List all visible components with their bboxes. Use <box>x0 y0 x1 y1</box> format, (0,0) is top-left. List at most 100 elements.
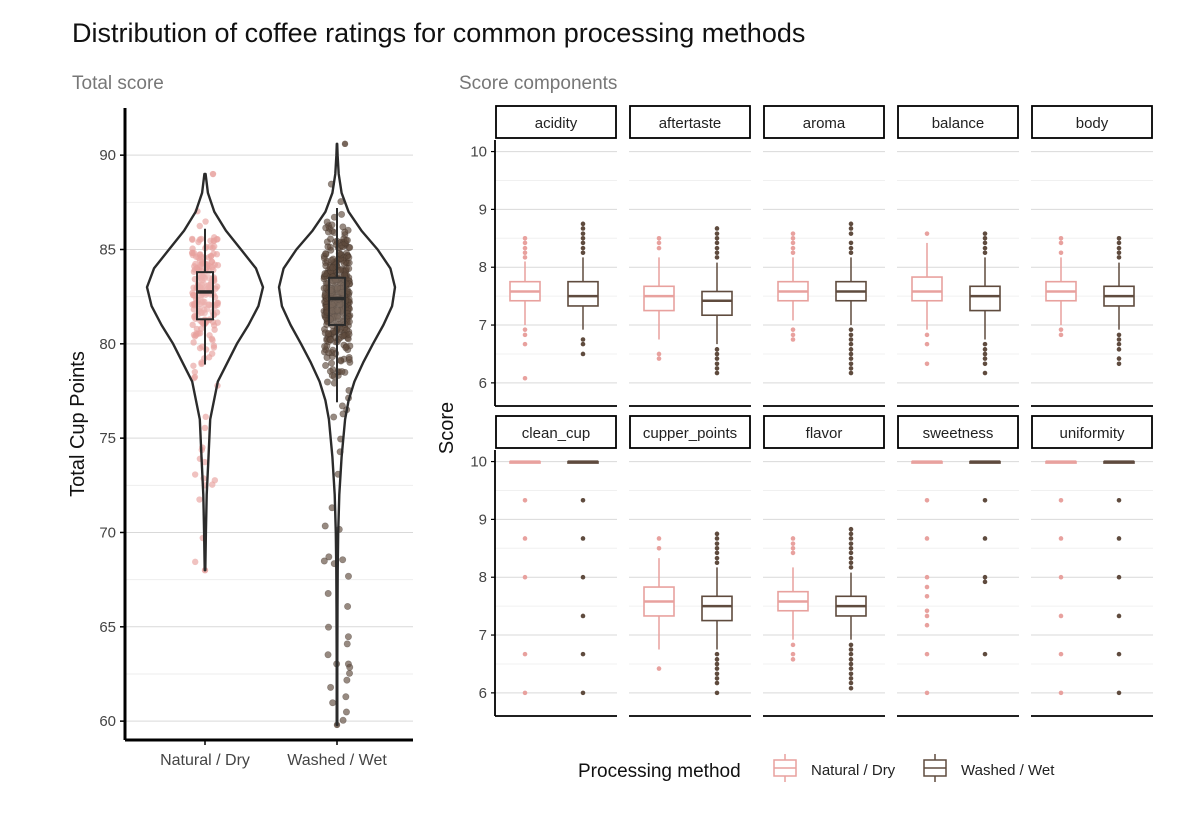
outlier-point <box>848 351 854 357</box>
outlier-point <box>848 651 854 657</box>
outlier-point <box>790 536 796 541</box>
outlier-point <box>790 245 796 251</box>
data-point <box>321 522 329 530</box>
facet-aroma: aroma <box>763 105 885 407</box>
outlier-point <box>982 240 988 246</box>
data-point <box>344 602 352 610</box>
outlier-point <box>1116 613 1122 619</box>
outlier-point <box>1058 690 1064 696</box>
y-tick-label: 9 <box>479 511 487 528</box>
y-tick-label: 60 <box>99 713 116 730</box>
outlier-point <box>580 240 586 246</box>
outlier-point <box>848 250 854 256</box>
data-point <box>343 640 351 648</box>
data-point <box>324 589 332 597</box>
outlier-point <box>580 245 586 251</box>
facet-label: aroma <box>803 115 846 132</box>
outlier-point <box>714 690 720 696</box>
outlier-point <box>714 356 720 361</box>
facet-strip <box>1031 105 1153 139</box>
box-iqr <box>328 276 346 326</box>
data-point <box>322 250 330 258</box>
y-tick-label: 65 <box>99 619 116 636</box>
facet-label: body <box>1076 115 1109 132</box>
data-point <box>346 669 354 677</box>
facet-label: uniformity <box>1059 425 1125 442</box>
outlier-point <box>714 657 720 662</box>
box-iqr <box>911 276 943 302</box>
outlier-point <box>790 231 796 236</box>
y-tick-label: 80 <box>99 336 116 353</box>
data-point <box>210 243 218 250</box>
box-iqr <box>969 285 1001 312</box>
outlier-point <box>714 536 720 541</box>
outlier-point <box>848 356 854 361</box>
data-point <box>330 413 338 421</box>
outlier-point <box>924 584 930 590</box>
outlier-point <box>1058 240 1064 246</box>
box-iqr <box>701 290 733 317</box>
outlier-point <box>848 555 854 561</box>
y-tick-label: 10 <box>470 144 487 161</box>
facet-strip <box>763 105 885 139</box>
facet-label: flavor <box>806 425 843 442</box>
outlier-point <box>790 657 796 662</box>
outlier-point <box>790 651 796 657</box>
outlier-point <box>522 236 528 241</box>
boxplot-washed <box>567 460 599 696</box>
outlier-point <box>848 536 854 541</box>
outlier-point <box>714 661 720 667</box>
outlier-point <box>848 240 854 246</box>
outlier-point <box>790 240 796 246</box>
outlier-point <box>982 245 988 251</box>
outlier-point <box>790 546 796 551</box>
data-point <box>189 236 196 243</box>
violin-washed <box>277 142 397 727</box>
data-point <box>333 284 341 292</box>
box-iqr <box>643 285 675 312</box>
boxplot-natural <box>777 231 809 342</box>
outlier-point <box>1058 236 1064 241</box>
outlier-point <box>924 613 930 619</box>
data-point <box>323 354 331 362</box>
outlier-point <box>580 613 586 619</box>
data-point <box>199 272 207 280</box>
y-tick-label: 70 <box>99 524 116 541</box>
left-panel-title: Total score <box>72 73 164 94</box>
facet-strip <box>495 105 617 139</box>
outlier-point <box>848 546 854 551</box>
outlier-point <box>848 647 854 652</box>
outlier-point <box>580 221 586 227</box>
data-point <box>327 256 335 264</box>
boxplot-washed <box>1103 460 1135 696</box>
outlier-point <box>1058 574 1064 580</box>
data-point <box>214 235 221 243</box>
outlier-point <box>848 337 854 342</box>
score-components-panel: acidity aftertaste aroma balance body clean_c… <box>436 105 1153 717</box>
outlier-point <box>848 366 854 371</box>
outlier-point <box>848 685 854 691</box>
data-point <box>196 496 203 503</box>
outlier-point <box>982 356 988 361</box>
data-point <box>191 368 199 376</box>
boxplot-natural <box>1045 460 1077 696</box>
data-point <box>345 330 353 338</box>
outlier-point <box>848 657 854 662</box>
outlier-point <box>714 250 720 256</box>
boxplot-washed <box>969 460 1001 657</box>
data-point <box>326 367 334 375</box>
boxplot-washed <box>969 231 1001 376</box>
data-point <box>190 306 198 313</box>
data-point <box>191 471 199 478</box>
data-point <box>336 266 344 274</box>
facet-balance: balance <box>897 105 1019 407</box>
outlier-point <box>714 347 720 352</box>
outlier-point <box>982 231 988 236</box>
data-point <box>323 378 331 386</box>
data-point <box>333 306 341 314</box>
outlier-point <box>656 666 662 671</box>
outlier-point <box>848 332 854 338</box>
outlier-point <box>790 332 796 338</box>
